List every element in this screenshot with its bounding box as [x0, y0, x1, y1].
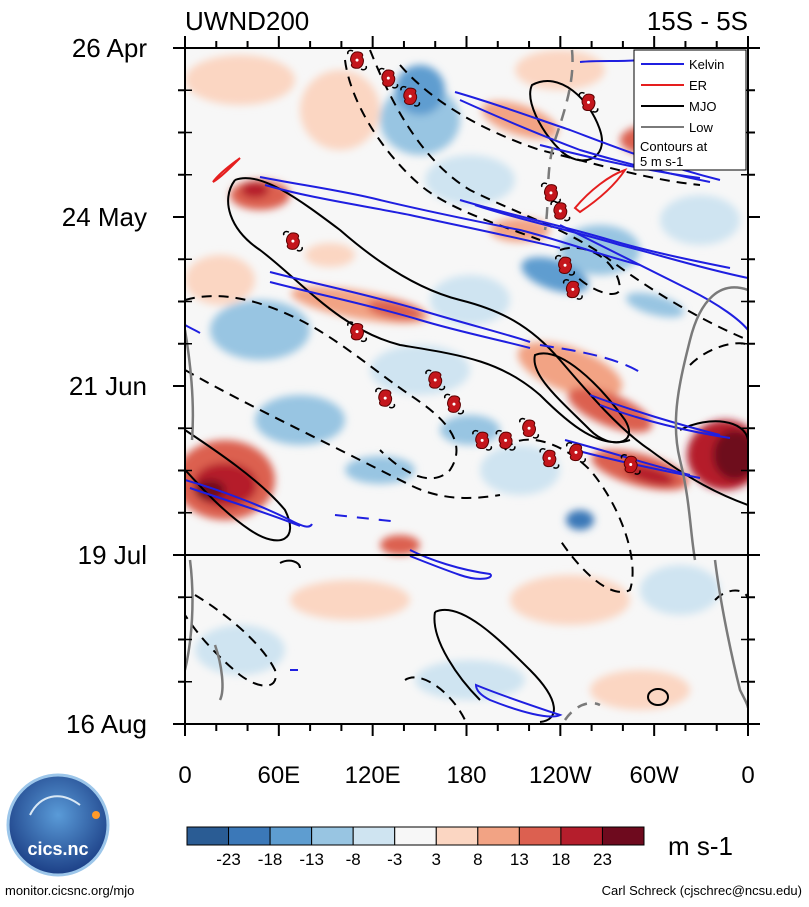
y-tick-label: 16 Aug	[66, 709, 147, 739]
colorbar-swatch	[311, 826, 354, 846]
legend: Kelvin ER MJO Low Contours at 5 m s-1	[633, 49, 747, 171]
cyclone-icon	[565, 441, 586, 463]
colorbar-unit: m s-1	[668, 831, 733, 861]
cyclone-icon	[495, 429, 516, 451]
colorbar-label: -13	[299, 850, 324, 869]
colorbar-swatch	[518, 826, 562, 846]
x-tick-label: 180	[446, 762, 486, 789]
x-tick-label: 120E	[345, 762, 401, 789]
y-tick-label: 24 May	[62, 202, 147, 232]
colorbar-label: 8	[473, 850, 482, 869]
colorbar-label: -18	[258, 850, 283, 869]
cyclone-icon	[425, 369, 446, 391]
x-tick-label: 120W	[529, 762, 592, 789]
cyclone-icon	[519, 417, 540, 439]
x-tick-label: 60E	[257, 762, 300, 789]
colorbar-swatch	[269, 826, 313, 846]
colorbar-swatch	[477, 826, 520, 846]
logo-arc	[29, 795, 81, 816]
x-axis: 0 60E 120E 180 120W 60W 0	[178, 36, 755, 789]
cyclone-icon	[400, 85, 421, 107]
chart-title: UWND200	[185, 6, 309, 36]
colorbar-swatch	[228, 826, 271, 846]
x-tick-label: 60W	[629, 762, 679, 789]
chart-subtitle: 15S - 5S	[647, 6, 748, 36]
colorbar-label: -23	[216, 850, 241, 869]
y-tick-label: 21 Jun	[69, 371, 147, 401]
legend-label: Low	[689, 120, 713, 135]
legend-items: Kelvin ER MJO Low	[641, 57, 724, 135]
cyclone-icon	[550, 200, 571, 222]
colorbar-label: -8	[346, 850, 361, 869]
colorbar-swatch	[186, 826, 230, 846]
legend-box	[633, 49, 747, 171]
legend-label: Kelvin	[689, 57, 724, 72]
logo-globe	[8, 775, 108, 875]
cyclone-icon	[472, 429, 493, 451]
cyclone-icon	[620, 454, 641, 475]
cyclone-icon	[555, 254, 576, 276]
colorbar-label: 3	[432, 850, 441, 869]
footer-author: Carl Schreck (cjschrec@ncsu.edu)	[602, 883, 802, 898]
logo-text: cics.nc	[27, 839, 88, 859]
cyclone-icon	[347, 321, 368, 343]
legend-label: ER	[689, 78, 707, 93]
contour-lines	[185, 49, 748, 723]
logo-ring	[6, 773, 110, 877]
footer-url[interactable]: monitor.cicsnc.org/mjo	[5, 883, 134, 898]
cyclone-icon	[540, 182, 561, 204]
cyclone-icon	[562, 279, 583, 300]
cyclone-icon	[282, 230, 303, 252]
colorbar-swatch	[394, 826, 437, 846]
cyclone-icon	[444, 393, 464, 415]
x-tick-label: 0	[741, 762, 754, 789]
wind-anomaly-shading	[185, 50, 748, 710]
y-tick-label: 26 Apr	[72, 33, 148, 63]
logo-sun-icon	[92, 811, 100, 819]
legend-label: MJO	[689, 99, 716, 114]
cyclone-icon	[378, 67, 399, 89]
colorbar-label: -3	[387, 850, 402, 869]
colorbar-swatch	[352, 826, 396, 846]
cyclone-icon	[539, 448, 560, 469]
cyclone-icon	[375, 387, 396, 409]
colorbar-label: 18	[551, 850, 570, 869]
x-tick-label: 0	[178, 762, 191, 789]
cyclone-icon	[578, 91, 599, 113]
y-axis: 26 Apr 24 May 21 Jun 19 Jul 16 Aug	[62, 33, 760, 739]
legend-note-line-2: 5 m s-1	[640, 154, 683, 169]
cyclone-icon	[347, 49, 368, 71]
colorbar-swatch	[601, 826, 645, 846]
cicsnc-logo: cics.nc	[6, 773, 110, 877]
y-tick-label: 19 Jul	[78, 540, 147, 570]
legend-note-line-1: Contours at	[640, 139, 708, 154]
colorbar-label: 23	[593, 850, 612, 869]
cyclone-markers	[282, 49, 641, 475]
colorbar-swatch	[560, 826, 603, 846]
colorbar: -23 -18 -13 -8 -3 3 8 13 18 23	[186, 826, 645, 869]
colorbar-label: 13	[510, 850, 529, 869]
colorbar-swatch	[435, 826, 479, 846]
